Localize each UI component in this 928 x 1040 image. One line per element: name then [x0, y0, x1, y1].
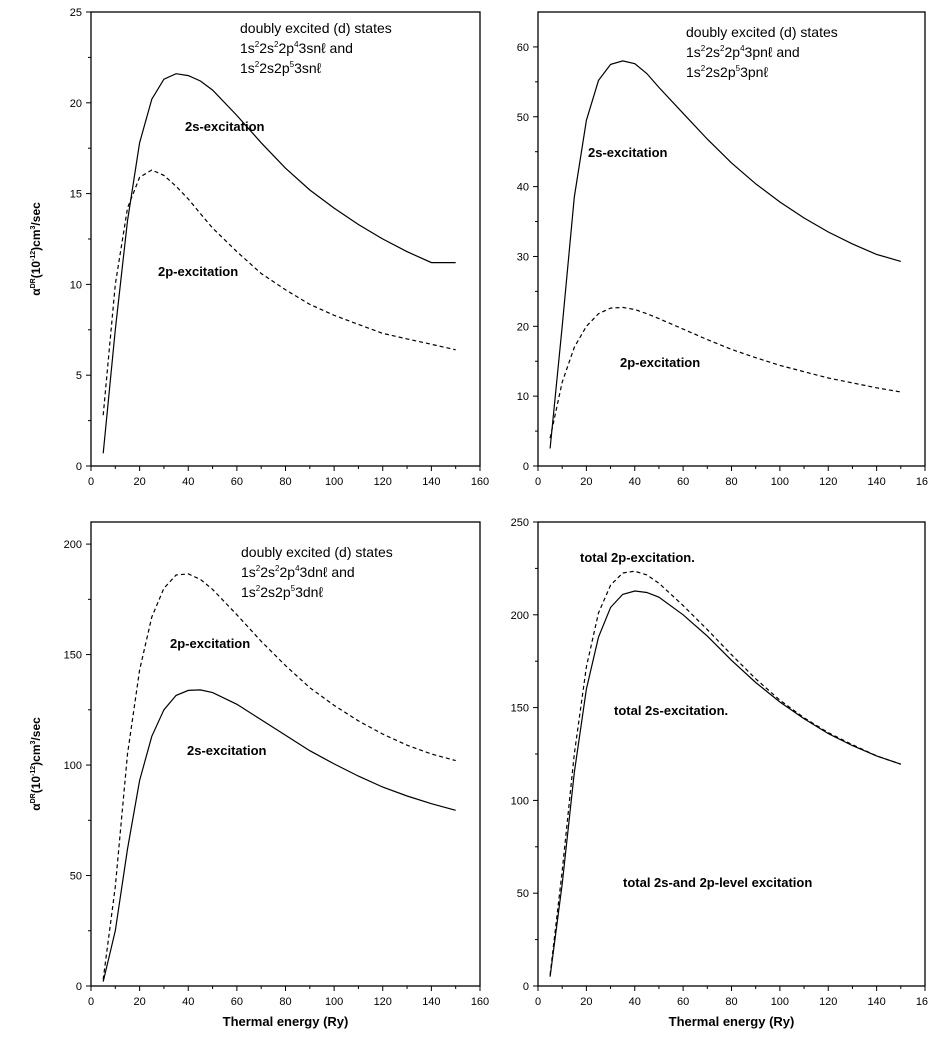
x-tick-label: 140 [867, 996, 885, 1008]
x-tick-label: 20 [134, 476, 146, 488]
annotation-text: 1s22s2p53dnℓ [241, 584, 323, 600]
x-tick-label: 40 [629, 476, 641, 488]
y-tick-label: 0 [523, 981, 529, 993]
annotation-text: total 2s-and 2p-level excitation [623, 875, 812, 890]
series-label: 2s-excitation [185, 119, 265, 134]
series-line-dashed [102, 573, 456, 980]
series-label: total 2p-excitation. [580, 550, 695, 565]
x-tick-label: 80 [279, 996, 291, 1008]
series-label: total 2s-excitation. [614, 703, 728, 718]
x-tick-label: 160 [471, 476, 489, 488]
y-tick-label: 40 [517, 182, 529, 194]
chart-panel-3: 0 20 40 60 80 100 120 140 160 0 50 100 150 200 2s-exci… [29, 521, 489, 1029]
x-tick-label: 20 [580, 476, 592, 488]
series-line-solid [549, 590, 901, 977]
y-axis-title: αDR(10-12)cm3/sec [29, 717, 43, 811]
annotation-text: 1s22s2p53snℓ [240, 60, 322, 76]
chart-panel-4: 0 20 40 60 80 100 120 140 160 0 50 100 150 200 250 tota… [511, 517, 928, 1029]
y-tick-label: 50 [517, 112, 529, 124]
x-tick-label: 100 [325, 476, 343, 488]
annotation-text: 1s22s22p43dnℓ and [241, 564, 355, 580]
annotation-text: doubly excited (d) states [241, 544, 393, 560]
y-tick-label: 60 [517, 42, 529, 54]
x-tick-label: 80 [279, 476, 291, 488]
y-tick-label: 0 [76, 461, 82, 473]
series-label: 2p-excitation [170, 636, 250, 651]
x-tick-label: 40 [629, 996, 641, 1008]
series-line-dashed [549, 306, 901, 439]
x-tick-label: 120 [819, 996, 837, 1008]
series-line-solid [549, 60, 901, 449]
x-axis-title: Thermal energy (Ry) [223, 1014, 349, 1029]
x-tick-label: 60 [677, 476, 689, 488]
x-tick-label: 60 [231, 476, 243, 488]
x-tick-label: 0 [88, 476, 94, 488]
x-tick-label: 160 [916, 476, 928, 488]
y-tick-label: 15 [70, 189, 82, 201]
plot-frame [90, 11, 481, 467]
y-axis-title: αDR(10-12)cm3/sec [29, 202, 43, 296]
y-tick-label: 250 [511, 517, 529, 529]
x-tick-label: 120 [374, 996, 392, 1008]
y-tick-label: 5 [76, 370, 82, 382]
series-label: 2p-excitation [158, 264, 238, 279]
x-tick-label: 20 [134, 996, 146, 1008]
annotation-text: doubly excited (d) states [686, 24, 838, 40]
series-label: 2s-excitation [588, 145, 668, 160]
x-tick-label: 60 [677, 996, 689, 1008]
x-tick-label: 160 [916, 996, 928, 1008]
y-tick-label: 0 [76, 981, 82, 993]
x-tick-label: 100 [771, 476, 789, 488]
y-tick-label: 100 [64, 760, 82, 772]
series-line-dashed [549, 570, 901, 975]
annotation-text: 1s22s22p43pnℓ and [686, 44, 800, 60]
series-label: 2p-excitation [620, 355, 700, 370]
y-tick-label: 20 [70, 98, 82, 110]
chart-panel-1: 0 20 40 60 80 100 120 140 160 0 5 10 15 20 25 2s-excita… [29, 7, 489, 488]
series-line-dashed [102, 169, 456, 416]
x-tick-label: 100 [771, 996, 789, 1008]
x-tick-label: 40 [182, 996, 194, 1008]
x-tick-label: 80 [725, 996, 737, 1008]
y-tick-label: 50 [70, 871, 82, 883]
x-tick-label: 100 [325, 996, 343, 1008]
x-tick-label: 80 [725, 476, 737, 488]
annotation-text: doubly excited (d) states [240, 20, 392, 36]
annotation-text: 1s22s22p43snℓ and [240, 40, 353, 56]
x-axis-title: Thermal energy (Ry) [669, 1014, 795, 1029]
x-tick-label: 0 [535, 476, 541, 488]
y-tick-label: 0 [523, 461, 529, 473]
y-tick-label: 200 [64, 539, 82, 551]
y-tick-label: 200 [511, 610, 529, 622]
x-tick-label: 60 [231, 996, 243, 1008]
series-label: 2s-excitation [187, 743, 267, 758]
y-tick-label: 50 [517, 888, 529, 900]
annotation-text: 1s22s2p53pnℓ [686, 64, 768, 80]
y-tick-label: 25 [70, 7, 82, 19]
x-tick-label: 160 [471, 996, 489, 1008]
y-tick-label: 150 [64, 650, 82, 662]
y-tick-label: 10 [517, 391, 529, 403]
y-tick-label: 150 [511, 703, 529, 715]
plot-frame [537, 11, 926, 467]
series-line-solid [102, 689, 456, 982]
y-tick-label: 30 [517, 251, 529, 263]
x-tick-label: 140 [867, 476, 885, 488]
x-tick-label: 140 [422, 476, 440, 488]
series-line-solid [102, 73, 456, 454]
plot-frame [537, 521, 926, 987]
chart-panel-2: 0 20 40 60 80 100 120 140 160 0 10 20 30 40 50 60 2s-exc… [517, 11, 928, 488]
x-tick-label: 120 [819, 476, 837, 488]
y-tick-label: 10 [70, 279, 82, 291]
x-tick-label: 40 [182, 476, 194, 488]
x-tick-label: 140 [422, 996, 440, 1008]
x-tick-label: 120 [374, 476, 392, 488]
y-tick-label: 20 [517, 321, 529, 333]
x-tick-label: 0 [535, 996, 541, 1008]
y-tick-label: 100 [511, 795, 529, 807]
x-tick-label: 0 [88, 996, 94, 1008]
x-tick-label: 20 [580, 996, 592, 1008]
